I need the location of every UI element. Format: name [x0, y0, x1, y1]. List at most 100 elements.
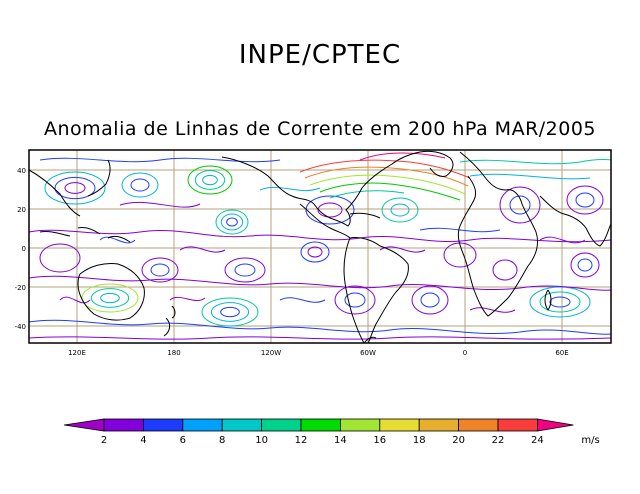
streamline-vortex	[121, 172, 159, 198]
colorbar-label: 4	[140, 435, 146, 446]
streamline	[419, 227, 501, 233]
lat-label: 0	[22, 245, 26, 253]
colorbar-segment	[221, 418, 262, 432]
colorbar-label: 14	[334, 435, 347, 446]
colorbar-segment	[261, 418, 302, 432]
coastline	[39, 227, 131, 243]
streamline-vortex	[150, 263, 170, 277]
page-title: INPE/CPTEC	[238, 40, 402, 70]
colorbar-label: 6	[180, 435, 186, 446]
streamline-vortex	[234, 263, 256, 277]
streamline	[459, 159, 611, 165]
streamline-vortex	[220, 306, 240, 318]
streamline	[309, 174, 466, 195]
colorbar-label: 10	[255, 435, 268, 446]
colorbar-segment	[182, 418, 223, 432]
streamline-vortex	[44, 171, 106, 205]
colorbar-label: 2	[101, 435, 107, 446]
streamline	[469, 173, 591, 180]
colorbar-label: 24	[531, 435, 544, 446]
streamline-vortex	[226, 217, 238, 227]
streamline-vortex	[220, 213, 244, 231]
streamline-vortex	[187, 165, 233, 195]
colorbar-label: 12	[295, 435, 308, 446]
streamline	[59, 296, 91, 304]
streamline-vortex	[492, 259, 518, 281]
colorbar-label: 8	[219, 435, 225, 446]
streamline-vortex	[570, 252, 600, 278]
streamline-vortex	[64, 182, 86, 194]
lon-label: 0	[463, 349, 467, 357]
coastline	[349, 212, 381, 219]
streamline-vortex	[39, 243, 81, 273]
streamline	[29, 229, 611, 243]
streamline-vortex	[100, 292, 120, 304]
streamline-vortex	[334, 285, 376, 315]
lat-lon-grid	[29, 150, 611, 343]
streamline-vortex	[499, 186, 541, 224]
lon-label: 120W	[261, 349, 281, 357]
streamline	[279, 297, 326, 303]
streamline	[469, 307, 516, 313]
colorbar-label: 16	[373, 435, 386, 446]
streamline	[329, 190, 405, 199]
lon-label: 180	[167, 349, 180, 357]
streamline-vortex	[529, 286, 591, 318]
lat-label: -20	[15, 284, 26, 292]
streamline-vortex	[344, 292, 366, 308]
streamline-vortex	[130, 178, 150, 192]
streamline	[99, 236, 136, 244]
coastline	[363, 336, 377, 343]
colorbar-segment	[418, 418, 460, 432]
streamline	[304, 166, 469, 187]
streamline	[359, 152, 446, 161]
colorbar-unit: m/s	[581, 435, 599, 446]
streamline	[539, 236, 586, 244]
streamline-vortex	[381, 197, 419, 223]
coastline	[87, 159, 111, 197]
streamline-vortex	[549, 296, 571, 308]
streamline-vortex	[54, 176, 96, 200]
colorbar-segment	[142, 418, 184, 432]
streamline-vortex	[201, 297, 259, 327]
colorbar-arrow-right	[537, 418, 574, 432]
streamlines	[29, 152, 611, 340]
streamline	[29, 275, 611, 291]
streamline	[319, 182, 461, 201]
lat-label: 20	[17, 206, 26, 214]
streamline-vortex	[300, 241, 330, 263]
streamline-vortex	[539, 291, 581, 313]
streamline-vortex	[202, 174, 218, 186]
streamline-vortex	[317, 202, 343, 218]
coastline	[29, 169, 81, 217]
coastline	[343, 237, 409, 343]
streamline-vortex	[390, 203, 410, 217]
lat-label: -40	[15, 323, 26, 331]
streamline-vortex	[81, 283, 139, 313]
streamline-vortex	[307, 246, 323, 258]
streamline	[299, 159, 471, 179]
streamline-vortex	[224, 257, 266, 283]
coastline	[544, 289, 552, 311]
streamline-vortex	[509, 195, 531, 215]
streamline-vortex	[443, 242, 477, 268]
map-frame	[28, 149, 612, 344]
streamline-vortex	[210, 302, 250, 322]
coastline	[163, 317, 171, 337]
streamline	[259, 186, 321, 192]
colorbar-arrow-left	[63, 418, 105, 432]
streamline-vortex	[305, 195, 355, 225]
streamline-vortex	[577, 258, 593, 272]
lat-label: 40	[17, 167, 26, 175]
colorbar-segment	[339, 418, 381, 432]
streamline	[29, 336, 611, 340]
streamline-vortex	[420, 292, 440, 308]
coastline	[171, 305, 176, 319]
streamline	[39, 157, 281, 163]
streamline-vortex	[90, 288, 130, 308]
colorbar-segment	[458, 418, 499, 432]
colorbar: 2 4 6 8 10 12 14 16 18 20 22 24 m/s	[63, 418, 600, 446]
colorbar-segment	[379, 418, 420, 432]
colorbar-label: 18	[413, 435, 426, 446]
